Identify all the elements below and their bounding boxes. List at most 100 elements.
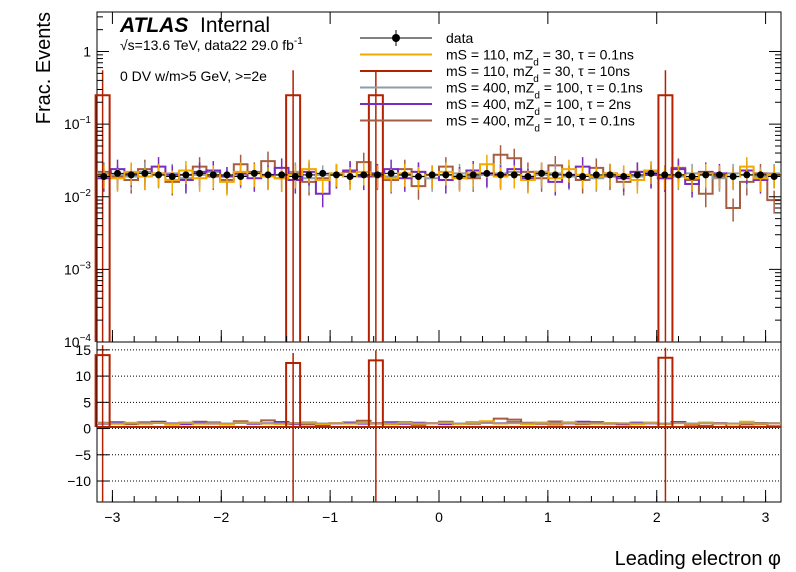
legend-label-subscript: d	[534, 124, 540, 135]
legend-label-subscript: d	[533, 58, 539, 69]
data-point	[196, 169, 204, 177]
ratio-xtick-label: 3	[762, 509, 770, 525]
legend-label-text: mS = 400, mZ	[446, 96, 535, 112]
data-point	[647, 169, 655, 177]
data-point	[305, 171, 313, 179]
ratio-ytick-label: −5	[75, 447, 91, 463]
main-ytick-exp: −3	[80, 260, 92, 271]
data-point	[456, 173, 464, 181]
main-ytick-base: 10	[64, 116, 80, 132]
data-point	[565, 171, 573, 179]
data-point	[743, 171, 751, 179]
data-point	[510, 171, 518, 179]
ratio-xtick-label: 0	[435, 509, 443, 525]
legend-s3-label: mS = 400, mZd = 100, τ = 0.1ns	[446, 80, 643, 102]
ratio-ytick-label: 15	[75, 342, 91, 358]
x-axis-title: Leading electron φ	[615, 548, 781, 570]
main-ytick-base: 10	[64, 189, 80, 205]
data-point	[497, 171, 505, 179]
data-point	[223, 171, 231, 179]
data-point	[387, 169, 395, 177]
data-point	[551, 171, 559, 179]
data-point	[209, 171, 217, 179]
legend-label-text: mS = 110, mZ	[446, 47, 534, 63]
legend-s4-label: mS = 400, mZd = 100, τ = 2ns	[446, 96, 631, 118]
legend-s5-label: mS = 400, mZd = 10, τ = 0.1ns	[446, 113, 635, 135]
atlas-label: ATLAS	[119, 14, 188, 37]
data-point	[756, 171, 764, 179]
data-point	[469, 171, 477, 179]
internal-label: Internal	[200, 14, 270, 37]
data-point	[729, 173, 737, 181]
legend-label-tail: = 10, τ = 0.1ns	[540, 113, 635, 129]
legend-label-text: mS = 110, mZ	[446, 63, 534, 79]
ratio-ytick-label: 10	[75, 368, 91, 384]
data-point	[168, 173, 176, 181]
main-ytick-exp: −4	[80, 333, 92, 344]
data-point	[702, 171, 710, 179]
data-point	[442, 171, 450, 179]
data-point	[538, 169, 546, 177]
legend-label-text: mS = 400, mZ	[446, 113, 535, 129]
data-point	[715, 171, 723, 179]
selection-label: 0 DV w/m>5 GeV, >=2e	[120, 68, 267, 84]
ratio-series-group	[94, 345, 781, 502]
energy-superscript: -1	[294, 36, 303, 47]
legend-label-subscript: d	[534, 107, 540, 118]
y-axis-title: Frac. Events	[33, 12, 55, 124]
data-point	[414, 173, 422, 181]
data-point	[141, 169, 149, 177]
data-point	[319, 169, 327, 177]
ratio-ytick-label: −10	[67, 473, 91, 489]
data-point	[592, 171, 600, 179]
data-point	[633, 171, 641, 179]
main-ytick-label: 10−2	[64, 188, 91, 205]
energy-text: √s=13.6 TeV, data22 29.0 fb	[120, 37, 294, 53]
legend-s1-label: mS = 110, mZd = 30, τ = 0.1ns	[446, 47, 634, 69]
data-point	[100, 173, 108, 181]
main-ytick-label: 10−1	[64, 115, 91, 132]
data-point	[155, 171, 163, 179]
data-point	[373, 171, 381, 179]
data-point	[278, 171, 286, 179]
main-ytick-base: 1	[83, 44, 91, 60]
legend-label-subscript: d	[533, 74, 539, 85]
main-ytick-exp: −2	[80, 188, 92, 199]
ratio-gridlines	[97, 349, 781, 482]
legend-label-text: data	[446, 30, 473, 46]
data-point	[620, 173, 628, 181]
data-point	[483, 169, 491, 177]
data-point	[428, 171, 436, 179]
data-point	[237, 173, 245, 181]
data-point	[661, 171, 669, 179]
legend-label-text: mS = 400, mZ	[446, 80, 535, 96]
data-point	[264, 171, 272, 179]
main-ytick-base: 10	[64, 261, 80, 277]
main-ytick-label: 10−4	[64, 333, 91, 350]
main-ytick-label: 10−3	[64, 260, 91, 277]
data-point	[291, 173, 299, 181]
data-point	[114, 169, 122, 177]
main-ytick-base: 10	[64, 334, 80, 350]
legend-label-subscript: d	[534, 91, 540, 102]
data-point	[346, 173, 354, 181]
data-point	[606, 171, 614, 179]
main-series-group	[94, 70, 781, 342]
data-point	[770, 173, 778, 181]
data-point	[688, 173, 696, 181]
ratio-xtick-label: −2	[213, 509, 229, 525]
data-point	[182, 171, 190, 179]
data-point	[579, 173, 587, 181]
ratio-xtick-label: 1	[544, 509, 552, 525]
ratio-xtick-label: −1	[322, 509, 338, 525]
data-point	[332, 171, 340, 179]
legend-s2-label: mS = 110, mZd = 30, τ = 10ns	[446, 63, 630, 85]
legend-label-tail: = 100, τ = 2ns	[540, 96, 631, 112]
legend-data-label: data	[446, 30, 473, 46]
main-y-axis: 110−110−210−310−4	[64, 12, 781, 350]
legend-label-tail: = 30, τ = 0.1ns	[539, 47, 634, 63]
data-point	[250, 169, 258, 177]
